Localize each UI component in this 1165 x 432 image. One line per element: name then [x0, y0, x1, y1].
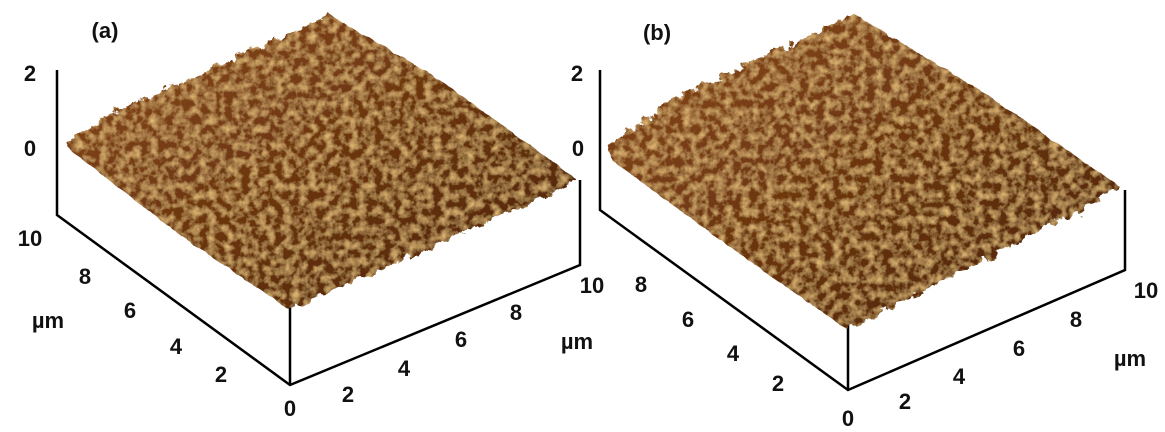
- tick-label: 4: [170, 334, 183, 359]
- surface: [608, 15, 1118, 330]
- tick-label: 8: [510, 300, 522, 325]
- tick-label: 2: [342, 382, 354, 407]
- z-tick-label: 0: [572, 136, 584, 161]
- panel-b: (b) 2 0 8 6 4 2 0 2 4 6 8 10 µm: [571, 15, 1158, 431]
- tick-label: 2: [899, 389, 911, 414]
- panel-a: (a) 2 0 10 8 6 4 2 µm 0 2 4 6 8 10 µm: [18, 15, 604, 421]
- tick-label: 6: [455, 327, 467, 352]
- tick-label: 10: [1134, 278, 1158, 303]
- axis-unit: µm: [561, 329, 593, 354]
- axis-unit: µm: [32, 308, 64, 333]
- tick-label: 10: [580, 273, 604, 298]
- panel-label: (b): [643, 20, 671, 45]
- tick-label: 4: [953, 364, 966, 389]
- tick-label: 6: [682, 307, 694, 332]
- z-tick-label: 2: [24, 61, 36, 86]
- tick-label: 8: [79, 264, 91, 289]
- z-tick-label: 0: [24, 136, 36, 161]
- tick-label: 8: [635, 272, 647, 297]
- origin-label: 0: [842, 406, 854, 431]
- tick-label: 6: [1013, 336, 1025, 361]
- tick-label: 4: [727, 341, 740, 366]
- surface: [65, 15, 575, 310]
- origin-label: 0: [284, 396, 296, 421]
- tick-label: 6: [124, 298, 136, 323]
- tick-label: 2: [772, 371, 784, 396]
- tick-label: 4: [398, 356, 411, 381]
- tick-label: 2: [215, 362, 227, 387]
- z-tick-label: 2: [571, 61, 583, 86]
- tick-label: 10: [18, 226, 42, 251]
- tick-label: 8: [1070, 307, 1082, 332]
- axis-unit: µm: [1114, 346, 1146, 371]
- panel-label: (a): [92, 18, 119, 43]
